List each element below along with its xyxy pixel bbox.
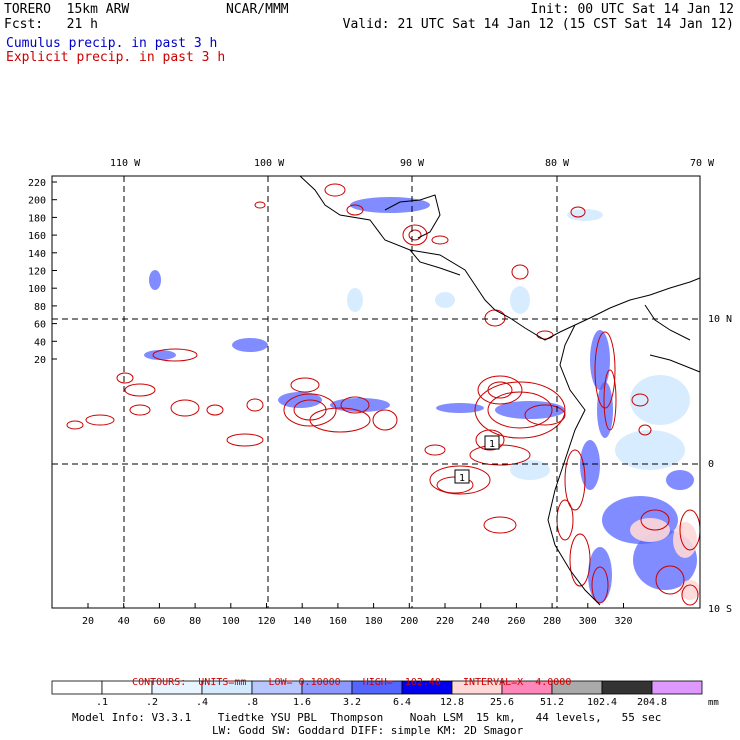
contour-units: CONTOURS: UNITS=mm <box>132 677 247 688</box>
colorbar-label: .4 <box>196 697 208 708</box>
lon-labels: 110 W 100 W 90 W 80 W 70 W <box>110 158 715 169</box>
svg-text:1: 1 <box>459 473 465 484</box>
y-tick-label: 140 <box>28 249 46 260</box>
lon-label-100w: 100 W <box>254 158 285 169</box>
model-title: TORERO 15km ARW <box>4 2 130 17</box>
x-tick-label: 40 <box>118 616 130 627</box>
coastline <box>299 175 701 606</box>
y-tick-label: 220 <box>28 178 46 189</box>
y-tick-label: 160 <box>28 231 46 242</box>
x-tick-label: 260 <box>507 616 525 627</box>
y-tick-label: 20 <box>34 355 46 366</box>
colorbar-label: .2 <box>146 697 158 708</box>
x-tick-label: 80 <box>189 616 201 627</box>
lat-label-10s: 10 S <box>708 604 732 615</box>
colorbar-swatch <box>51 680 103 695</box>
y-tick-label: 40 <box>34 337 46 348</box>
lat-label-0: 0 <box>708 459 714 470</box>
colorbar-unit: mm <box>708 698 719 708</box>
legend-cumulus: Cumulus precip. in past 3 h <box>6 36 218 51</box>
colorbar-label: 3.2 <box>343 697 361 708</box>
x-tick-label: 160 <box>329 616 347 627</box>
colorbar-swatch <box>601 680 653 695</box>
x-ticks: 20 40 60 80 100 120 140 160 180 200 220 240 260 280 30… <box>82 603 633 627</box>
x-tick-label: 180 <box>365 616 383 627</box>
x-tick-label: 320 <box>614 616 632 627</box>
valid-time: Valid: 21 UTC Sat 14 Jan 12 (15 CST Sat … <box>342 17 734 32</box>
cumulus-shading <box>144 197 697 603</box>
x-tick-label: 240 <box>472 616 490 627</box>
contour-info: CONTOURS: UNITS=mm LOW= 0.10000 HIGH= 102.… <box>120 666 593 688</box>
colorbar-label: .1 <box>96 697 108 708</box>
y-tick-label: 80 <box>34 302 46 313</box>
x-tick-label: 20 <box>82 616 94 627</box>
x-tick-label: 280 <box>543 616 561 627</box>
x-tick-label: 140 <box>293 616 311 627</box>
x-tick-label: 60 <box>153 616 165 627</box>
svg-text:1: 1 <box>489 439 495 450</box>
lon-label-70w: 70 W <box>690 158 715 169</box>
x-tick-label: 120 <box>257 616 275 627</box>
colorbar-label: 204.8 <box>637 697 667 708</box>
model-info-line1: Model Info: V3.3.1 Tiedtke YSU PBL Thomp… <box>72 711 662 724</box>
forecast-hour: Fcst: 21 h <box>4 17 98 32</box>
contour-interval: INTERVAL=X 4.0000 <box>462 677 572 688</box>
y-tick-label: 60 <box>34 320 46 331</box>
x-tick-label: 200 <box>400 616 418 627</box>
box-label-2: 1 <box>454 469 470 484</box>
y-ticks: 220 200 180 160 140 120 100 80 60 40 20 <box>28 178 57 366</box>
colorbar-swatch <box>651 680 703 695</box>
colorbar-label: 6.4 <box>393 697 411 708</box>
y-tick-label: 100 <box>28 284 46 295</box>
colorbar-label: 12.8 <box>440 697 464 708</box>
contour-low: LOW= 0.10000 <box>268 677 341 688</box>
lon-label-80w: 80 W <box>545 158 570 169</box>
colorbar-label: 51.2 <box>540 697 564 708</box>
legend-explicit: Explicit precip. in past 3 h <box>6 50 226 65</box>
colorbar: .1 .2 .4 .8 1.6 3.2 6.4 12.8 25.6 51.2 102.4 204.8 <box>51 680 703 708</box>
colorbar-label: .8 <box>246 697 258 708</box>
y-tick-label: 200 <box>28 196 46 207</box>
lat-labels: 10 N 0 10 S <box>708 314 732 615</box>
box-label-1: 1 <box>484 435 500 450</box>
x-tick-label: 300 <box>579 616 597 627</box>
organization-label: NCAR/MMM <box>226 2 289 17</box>
colorbar-label: 102.4 <box>587 697 617 708</box>
colorbar-label: 25.6 <box>490 697 514 708</box>
graticule <box>52 176 700 608</box>
heavy-shading <box>630 518 700 600</box>
colorbar-label: 1.6 <box>293 697 311 708</box>
model-info-line2: LW: Godd SW: Goddard DIFF: simple KM: 2D… <box>212 724 524 737</box>
x-tick-label: 220 <box>436 616 454 627</box>
lat-label-10n: 10 N <box>708 314 732 325</box>
contour-high: HIGH= 102.40 <box>362 677 441 688</box>
y-tick-label: 120 <box>28 267 46 278</box>
lon-label-110w: 110 W <box>110 158 141 169</box>
light-shading <box>347 209 690 480</box>
map-frame <box>51 175 701 609</box>
init-time: Init: 00 UTC Sat 14 Jan 12 <box>530 2 735 17</box>
x-tick-label: 100 <box>222 616 240 627</box>
lon-label-90w: 90 W <box>400 158 425 169</box>
y-tick-label: 180 <box>28 213 46 224</box>
